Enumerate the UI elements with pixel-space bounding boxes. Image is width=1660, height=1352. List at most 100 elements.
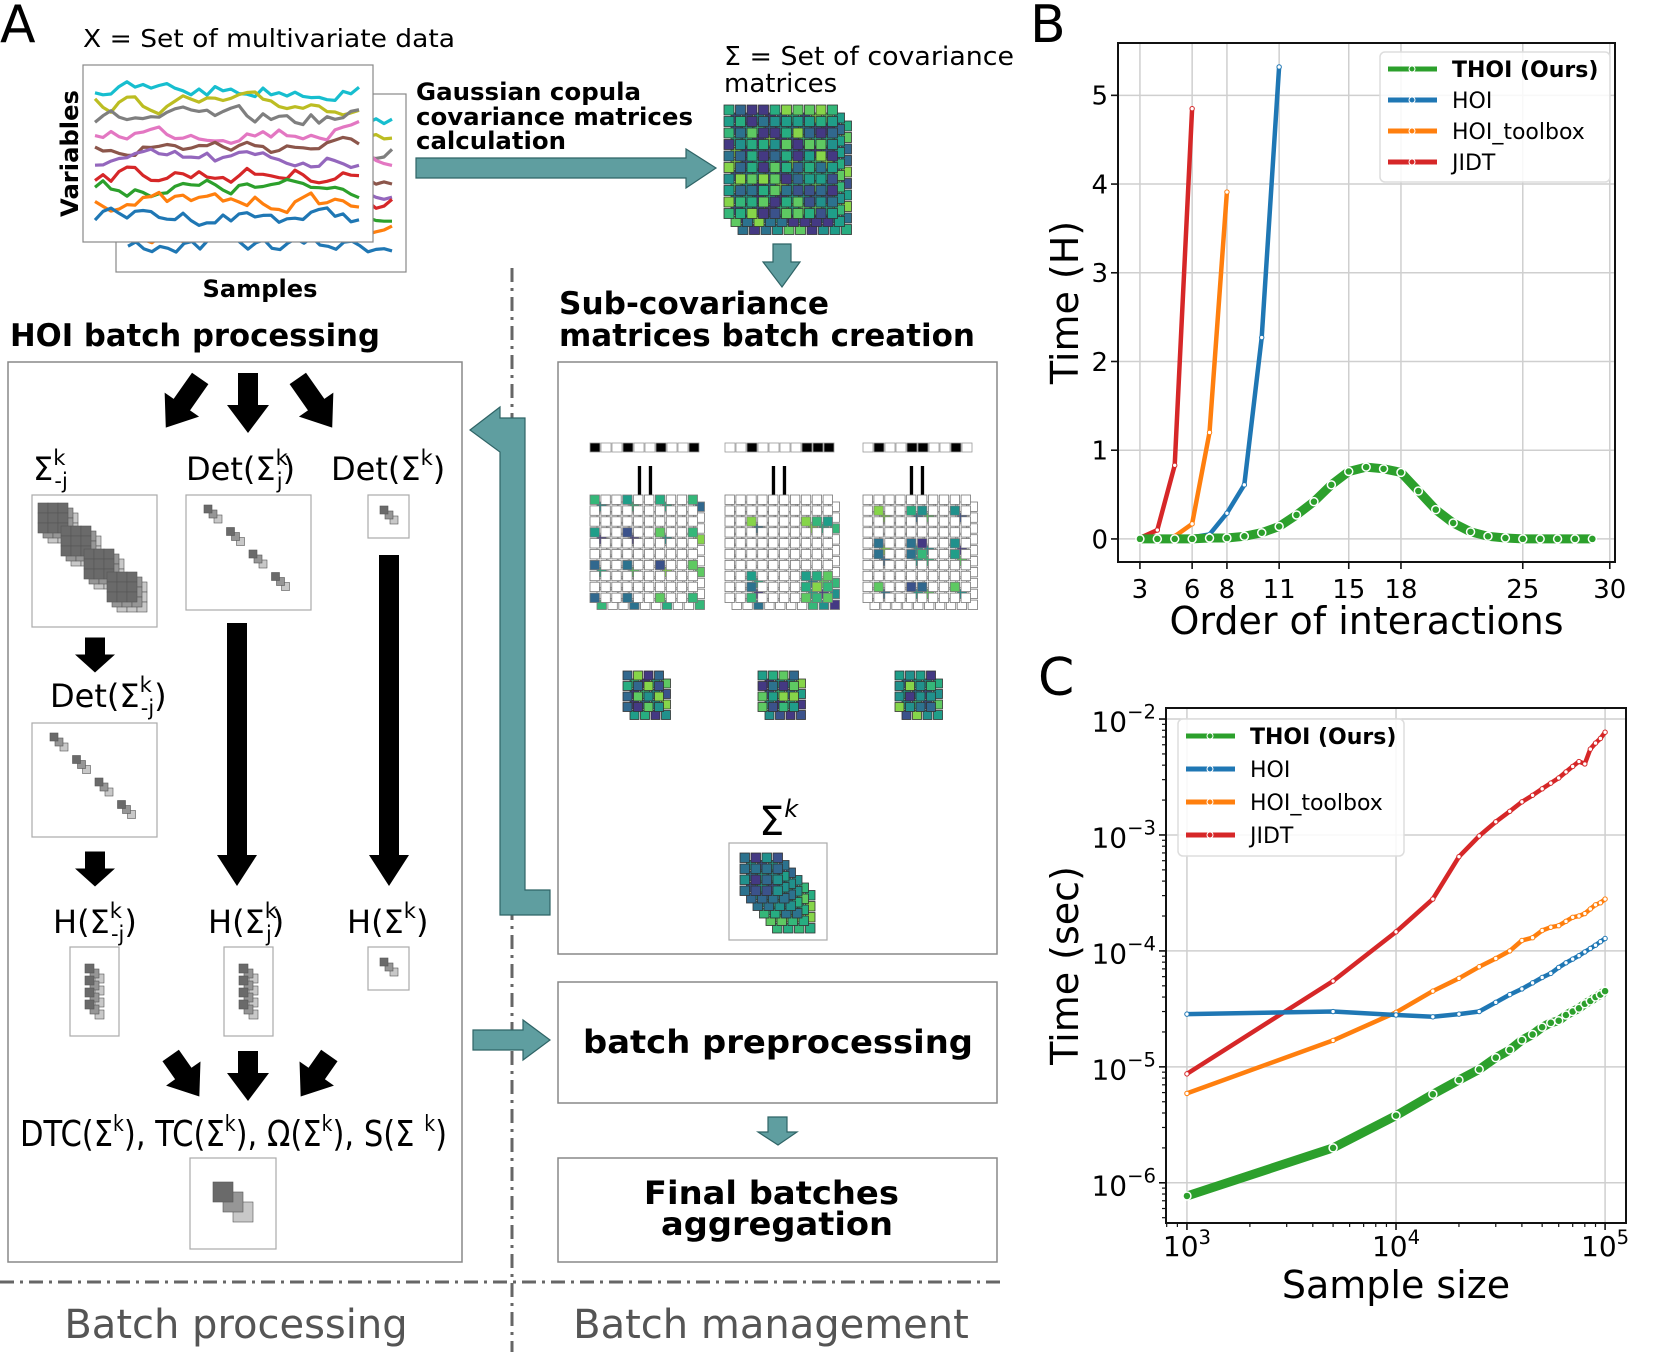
measure-dtc: DTC(Σ bbox=[20, 1114, 113, 1155]
matrix-cell bbox=[796, 710, 806, 720]
data-point bbox=[1361, 462, 1371, 472]
final-aggregation-label: Final batches aggregation bbox=[644, 1174, 910, 1243]
legend-marker bbox=[1206, 732, 1214, 740]
covariance-set-title: Σ = Set of covariance matrices bbox=[724, 42, 1022, 99]
gray-matrix-cell bbox=[57, 502, 69, 514]
matrix-cell bbox=[862, 516, 873, 527]
tick-exponent: 4 bbox=[1408, 1226, 1420, 1249]
matrix-cell bbox=[687, 527, 698, 538]
matrix-cell bbox=[779, 505, 790, 516]
gray-matrix-cell bbox=[243, 992, 254, 1003]
tick-base: 10 bbox=[1581, 1230, 1617, 1263]
matrix-cell bbox=[928, 516, 939, 527]
data-point bbox=[1182, 1191, 1192, 1201]
matrix-cell bbox=[804, 162, 815, 173]
data-point bbox=[1448, 518, 1458, 528]
matrix-cell bbox=[757, 549, 768, 560]
matrix-cell bbox=[829, 599, 840, 610]
section-batch-processing: Batch processing bbox=[64, 1302, 407, 1348]
data-point bbox=[1592, 902, 1599, 908]
matrix-cell bbox=[735, 185, 746, 196]
matrix-cell bbox=[724, 549, 735, 560]
matrix-cell bbox=[739, 885, 750, 896]
matrix-cell bbox=[676, 516, 688, 527]
tick-base: 10 bbox=[1091, 938, 1127, 971]
y-axis-label: Time (sec) bbox=[1043, 866, 1087, 1066]
covariance-title-line: matrices bbox=[724, 69, 837, 99]
matrix-cell bbox=[694, 599, 705, 610]
matrix-cell bbox=[723, 127, 735, 139]
series-line-jidt bbox=[1138, 108, 1195, 541]
matrix-cell bbox=[633, 549, 644, 560]
matrix-cell bbox=[928, 592, 939, 603]
mask-cell bbox=[622, 442, 634, 453]
matrix-cell bbox=[938, 549, 950, 560]
label-base: H(Σ bbox=[53, 903, 110, 941]
matrix-cell bbox=[768, 592, 779, 603]
matrix-cell bbox=[589, 494, 600, 505]
matrix-cell bbox=[928, 560, 939, 571]
matrix-cell bbox=[894, 702, 905, 712]
matrix-cell bbox=[822, 505, 833, 516]
matrix-cell bbox=[792, 162, 804, 173]
matrix-cell bbox=[735, 592, 746, 603]
label-sup: k bbox=[404, 899, 417, 923]
gray-matrix-cell bbox=[80, 525, 92, 537]
matrix-cell bbox=[622, 670, 633, 681]
label-base: Σ bbox=[33, 450, 53, 488]
matrix-cell bbox=[781, 185, 792, 196]
matrix-cell bbox=[723, 162, 735, 173]
matrix-cell bbox=[757, 505, 768, 516]
matrix-cell bbox=[735, 516, 746, 527]
gray-matrix-cell bbox=[83, 568, 95, 580]
matrix-cell bbox=[960, 592, 971, 603]
matrix-cell bbox=[769, 185, 781, 196]
matrix-cell bbox=[750, 885, 761, 896]
matrix-cell bbox=[800, 560, 812, 571]
matrix-cell bbox=[949, 581, 961, 593]
matrix-cell bbox=[822, 538, 833, 549]
matrix-cell bbox=[600, 592, 611, 603]
data-point bbox=[1602, 729, 1608, 735]
matrix-cell bbox=[811, 592, 823, 603]
gray-matrix-cell bbox=[103, 558, 115, 570]
legend-marker bbox=[1408, 65, 1416, 73]
matrix-cell bbox=[746, 127, 758, 139]
data-point bbox=[1428, 1089, 1438, 1100]
matrix-cell bbox=[815, 116, 827, 127]
matrix-cell bbox=[779, 893, 790, 904]
matrix-cell bbox=[792, 127, 804, 139]
matrix-cell bbox=[928, 581, 939, 593]
matrix-cell bbox=[665, 505, 677, 516]
data-point bbox=[1456, 975, 1462, 982]
matrix-cell bbox=[915, 691, 926, 702]
gray-matrix-cell bbox=[389, 515, 399, 525]
matrix-cell bbox=[800, 570, 812, 582]
x-tick-label: 104 bbox=[1372, 1226, 1420, 1263]
data-point bbox=[1456, 1011, 1462, 1017]
matrix-cell bbox=[768, 702, 778, 712]
matrix-cell bbox=[800, 527, 812, 538]
matrix-cell bbox=[723, 208, 735, 219]
matrix-cell bbox=[769, 162, 781, 173]
matrix-cell bbox=[804, 196, 815, 208]
matrix-cell bbox=[804, 139, 815, 150]
legend-marker bbox=[1206, 831, 1214, 839]
matrix-cell bbox=[723, 150, 735, 162]
gray-matrix-cell bbox=[37, 522, 49, 534]
matrix-cell bbox=[949, 538, 961, 549]
mask-cell bbox=[928, 442, 940, 453]
gray-matrix-cell bbox=[37, 512, 49, 524]
label-close: ) bbox=[124, 903, 136, 941]
gray-matrix-cell bbox=[243, 980, 254, 991]
matrix-cell bbox=[633, 516, 644, 527]
x-tick-label: 3 bbox=[1132, 575, 1149, 605]
copula-step-line: covariance matrices bbox=[416, 103, 693, 131]
matrix-cell bbox=[906, 527, 917, 538]
matrix-cell bbox=[815, 196, 827, 208]
matrix-cell bbox=[772, 885, 783, 896]
data-point bbox=[1570, 914, 1576, 920]
matrix-cell bbox=[769, 173, 781, 185]
timeseries-line bbox=[94, 177, 360, 200]
label-base: H(Σ bbox=[347, 903, 404, 941]
